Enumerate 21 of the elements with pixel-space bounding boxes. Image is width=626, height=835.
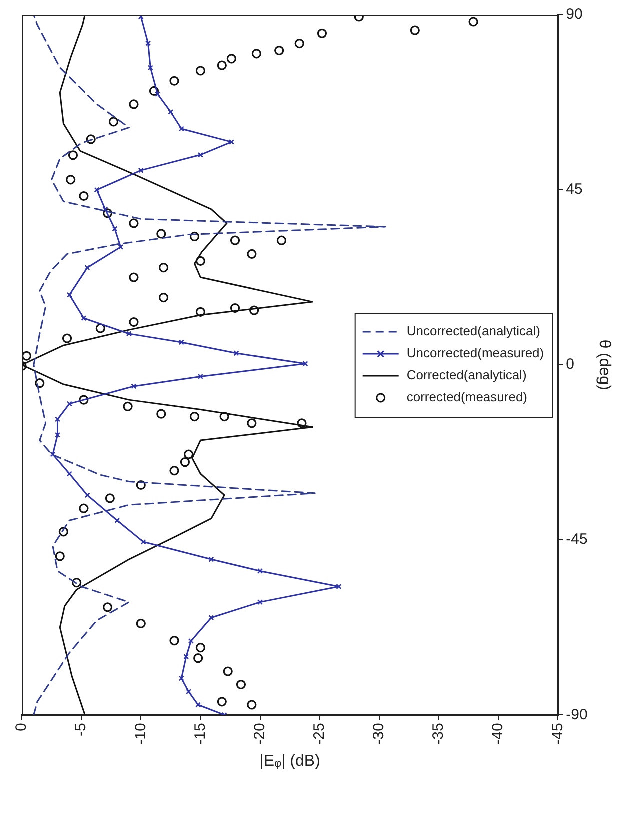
y-tick-label: -90 bbox=[566, 706, 588, 724]
y-tick-label: 90 bbox=[566, 6, 583, 24]
x-tick-label: -10 bbox=[132, 723, 150, 745]
x-tick-label: -20 bbox=[251, 723, 268, 745]
x-tick-label: -15 bbox=[192, 723, 209, 745]
x-tick-label: 0 bbox=[13, 723, 30, 732]
legend-label: Corrected(analytical) bbox=[406, 368, 527, 383]
legend-label: Uncorrected(analytical) bbox=[406, 324, 541, 339]
x-tick-label: -25 bbox=[310, 723, 328, 745]
x-tick-label: -5 bbox=[72, 723, 90, 736]
x-tick-label: -35 bbox=[430, 723, 448, 745]
y-tick-label: -45 bbox=[566, 531, 588, 548]
legend-label: corrected(measured) bbox=[406, 390, 528, 405]
y-tick-label: 0 bbox=[566, 356, 574, 374]
legend-label: Uncorrected(measured) bbox=[406, 346, 544, 361]
x-axis-title: |Eᵩ| (dB) bbox=[260, 752, 320, 770]
x-tick-label: -30 bbox=[370, 723, 388, 745]
x-tick-label: -40 bbox=[490, 723, 507, 745]
y-axis-title: θ (deg) bbox=[596, 340, 613, 390]
x-tick-label: -45 bbox=[549, 723, 566, 745]
y-tick-label: 45 bbox=[566, 181, 583, 198]
